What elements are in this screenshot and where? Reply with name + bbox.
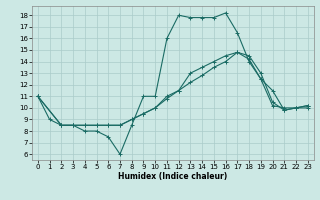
X-axis label: Humidex (Indice chaleur): Humidex (Indice chaleur) bbox=[118, 172, 228, 181]
